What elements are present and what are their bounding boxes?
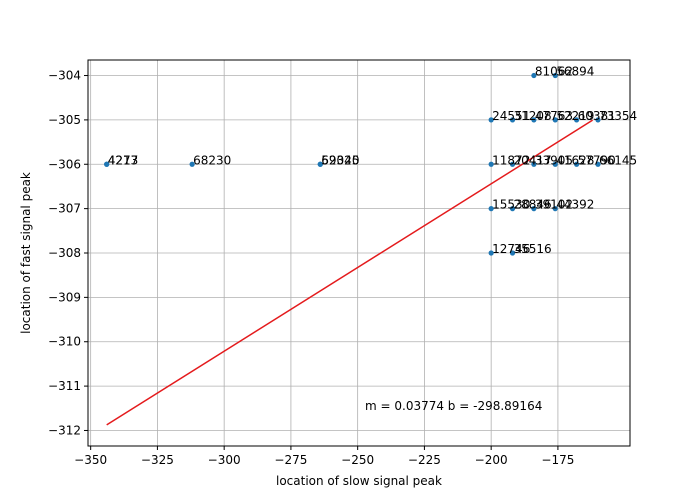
x-tick-label: −275	[274, 453, 307, 467]
x-axis: −350 −325 −300 −275 −250 −225 −200 −175	[74, 446, 574, 467]
data-point-label: 81062	[535, 65, 573, 79]
data-point-label: 73354	[599, 109, 637, 123]
data-point	[509, 250, 516, 256]
fit-annotation: m = 0.03774 b = -298.89164	[365, 399, 542, 413]
data-point	[574, 117, 580, 123]
y-tick-label: −312	[48, 423, 81, 437]
y-tick-label: −305	[48, 113, 81, 127]
y-tick-label: −309	[48, 290, 81, 304]
data-point-label: 56894	[556, 65, 594, 79]
data-point-label: 60381	[578, 109, 616, 123]
y-tick-label: −307	[48, 202, 81, 216]
data-point	[488, 250, 494, 256]
data-point-label: 33905	[535, 153, 573, 167]
grid	[88, 60, 630, 446]
data-point	[531, 161, 537, 167]
data-point-label: 28846	[514, 198, 552, 212]
data-point	[488, 117, 494, 123]
data-point-label: 4217	[108, 153, 139, 167]
data-point-label: 41628	[556, 153, 594, 167]
data-point-label: 68230	[193, 153, 231, 167]
data-point-label: 20417	[514, 153, 552, 167]
data-point-label: 44392	[556, 198, 594, 212]
data-point-label: 11872	[492, 153, 530, 167]
data-point	[595, 161, 601, 167]
data-point-label: 12746	[492, 242, 530, 256]
data-point-label: 4273	[108, 153, 139, 167]
x-tick-label: −250	[341, 453, 374, 467]
data-point	[531, 206, 537, 212]
data-point	[488, 206, 494, 212]
x-tick-label: −175	[541, 453, 574, 467]
data-point	[317, 161, 323, 167]
data-point	[531, 72, 537, 79]
data-point	[552, 161, 558, 167]
data-point-label: 57790	[578, 153, 616, 167]
data-points	[104, 72, 601, 256]
data-point	[595, 117, 601, 123]
x-tick-label: −200	[475, 453, 508, 467]
y-tick-label: −308	[48, 246, 81, 260]
data-point-label: 62020	[321, 153, 359, 167]
data-point	[104, 161, 110, 167]
x-tick-label: −350	[74, 453, 107, 467]
data-point-label: 24551	[492, 109, 530, 123]
y-tick-label: −306	[48, 157, 81, 171]
data-point-label: 31208	[514, 109, 552, 123]
data-point	[509, 206, 516, 212]
data-point-label: 15530	[492, 198, 530, 212]
fit-line	[106, 119, 594, 426]
data-point	[509, 117, 516, 123]
data-point	[552, 117, 558, 123]
y-tick-label: −310	[48, 335, 81, 349]
x-tick-label: −300	[208, 453, 241, 467]
x-axis-label: location of slow signal peak	[276, 474, 442, 488]
data-point-label: 59345	[321, 153, 359, 167]
y-tick-label: −304	[48, 69, 81, 83]
data-point	[552, 72, 558, 79]
data-point	[189, 161, 195, 167]
data-point-label: 39102	[535, 198, 573, 212]
y-axis: −304 −305 −306 −307 −308 −309 −310 −311 −312	[48, 69, 88, 437]
data-point	[509, 161, 516, 167]
x-tick-label: −225	[408, 453, 441, 467]
data-point-label: 52219	[556, 109, 594, 123]
x-tick-label: −325	[141, 453, 174, 467]
data-point-label: 66145	[599, 153, 637, 167]
data-point-label: 35516	[514, 242, 552, 256]
data-point	[531, 117, 537, 123]
data-point	[574, 161, 580, 167]
y-axis-label: location of fast signal peak	[19, 172, 33, 334]
data-point	[488, 161, 494, 167]
y-tick-label: −311	[48, 379, 81, 393]
data-point-label: 47763	[535, 109, 573, 123]
fit-line-group	[106, 119, 594, 426]
data-point	[552, 206, 558, 212]
